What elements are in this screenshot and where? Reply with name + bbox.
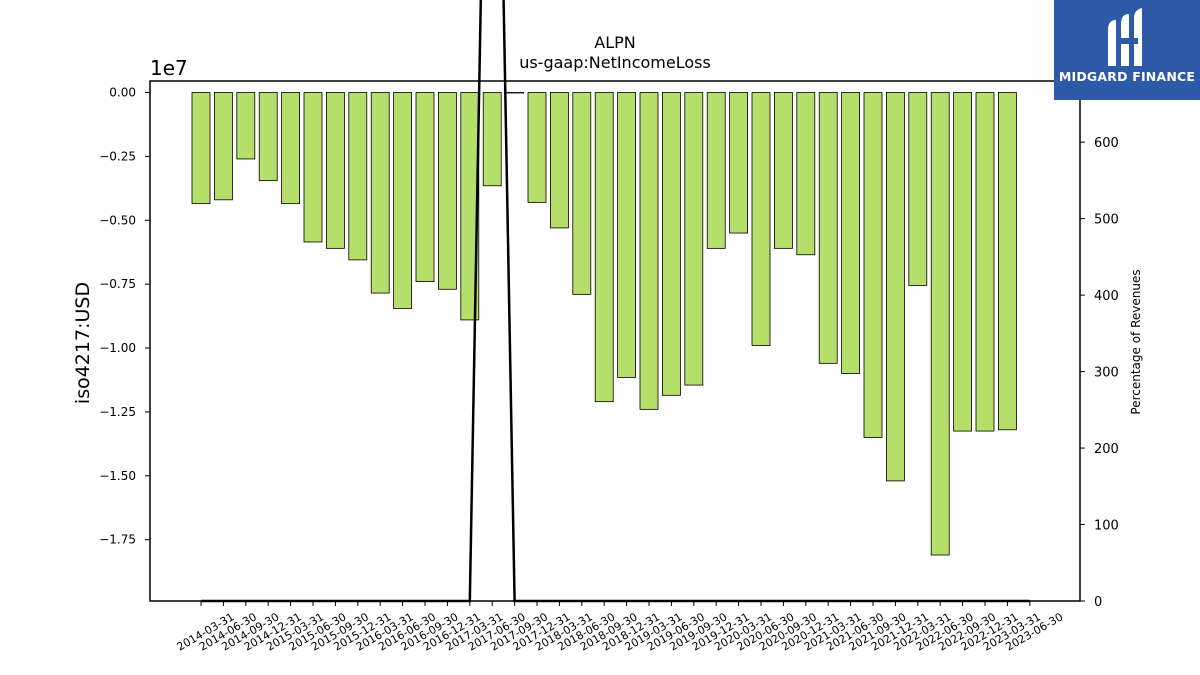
- bar: [841, 92, 860, 374]
- bar: [303, 92, 323, 243]
- bar: [886, 92, 905, 482]
- bar: [505, 92, 525, 94]
- bar: [617, 92, 636, 378]
- bar: [437, 92, 457, 290]
- bar: [527, 92, 547, 203]
- y2-tick-label: 0: [1094, 595, 1102, 610]
- bar: [998, 92, 1017, 431]
- bar: [213, 92, 233, 201]
- bar: [908, 92, 928, 286]
- brand-logo: MIDGARD FINANCE: [1054, 0, 1200, 100]
- bar: [281, 92, 301, 205]
- bar: [662, 92, 681, 396]
- bar: [706, 92, 726, 249]
- y-tick-label: −0.25: [99, 149, 136, 163]
- y-tick-label: 0.00: [109, 85, 136, 99]
- bar: [975, 92, 995, 432]
- y2-tick-label: 500: [1094, 213, 1119, 228]
- y2-tick-label: 600: [1094, 136, 1119, 151]
- bar: [393, 92, 413, 309]
- chart-subtitle: us-gaap:NetIncomeLoss: [519, 53, 711, 72]
- plot-frame: [149, 80, 1081, 602]
- bar: [594, 92, 614, 403]
- bar: [863, 92, 883, 438]
- bar: [325, 92, 345, 249]
- y-tick-label: −0.50: [99, 213, 136, 227]
- y2-tick-label: 400: [1094, 289, 1119, 304]
- bar: [796, 92, 816, 256]
- chart-title: ALPN: [594, 33, 635, 52]
- bar: [818, 92, 838, 364]
- y2-tick-label: 300: [1094, 366, 1119, 381]
- bar: [236, 92, 256, 160]
- bar: [729, 92, 748, 234]
- y-tick-label: −1.25: [99, 405, 136, 419]
- y-offset-label: 1e7: [150, 56, 188, 80]
- y2-tick-label: 100: [1094, 519, 1119, 534]
- brand-name: MIDGARD FINANCE: [1058, 69, 1196, 84]
- bar: [572, 92, 592, 295]
- bar: [684, 92, 704, 386]
- bar: [930, 92, 950, 556]
- series-line: [201, 0, 1030, 603]
- bar: [550, 92, 569, 229]
- y2-axis-label: Percentage of Revenues: [1129, 269, 1143, 414]
- bar: [348, 92, 368, 261]
- bar: [191, 92, 211, 205]
- y-tick-label: −0.75: [99, 277, 136, 291]
- y2-tick-label: 200: [1094, 442, 1119, 457]
- y-axis-label: iso4217:USD: [72, 282, 94, 404]
- y-tick-label: −1.50: [99, 469, 136, 483]
- y-tick-label: −1.75: [99, 533, 136, 547]
- bar: [258, 92, 278, 182]
- bar: [751, 92, 771, 346]
- bar: [370, 92, 390, 294]
- bar: [482, 92, 502, 187]
- bar: [415, 92, 435, 282]
- midgard-m-logo-icon: [1108, 8, 1142, 66]
- bar: [460, 92, 480, 321]
- bar: [639, 92, 659, 410]
- y-tick-label: −1.00: [99, 341, 136, 355]
- bar: [953, 92, 972, 432]
- bar: [774, 92, 793, 249]
